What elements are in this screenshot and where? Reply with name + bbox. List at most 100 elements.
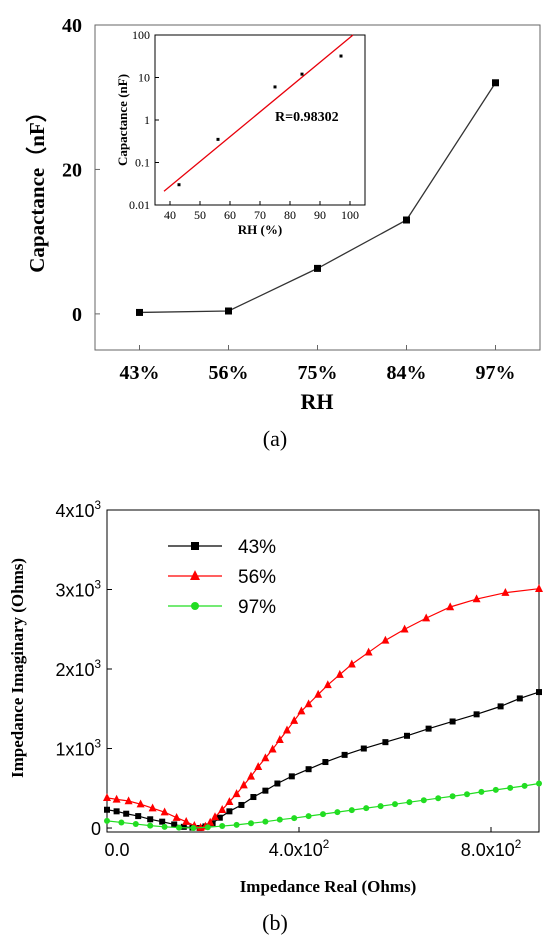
chart-a-point — [136, 308, 143, 316]
chart-b-point — [225, 797, 234, 806]
chart-b-point — [536, 780, 542, 787]
chart-b-point — [118, 819, 125, 826]
chart-inset: 0.01 0.1 1 10 100 40 50 60 70 80 90 100 Capactance… — [115, 28, 366, 237]
chart-b-point — [363, 805, 370, 812]
chart-inset-point — [273, 85, 277, 89]
chart-b-point — [104, 806, 110, 813]
chart-b-point — [521, 782, 528, 789]
chart-inset-points — [177, 54, 343, 187]
chart-a-y-tick-label: 0 — [72, 304, 82, 326]
chart-b-point — [124, 796, 133, 805]
chart-b-point — [250, 794, 257, 801]
chart-a-point — [314, 264, 321, 272]
chart-b-x-tick-label: 4.0x102 — [269, 838, 330, 860]
chart-b-point — [322, 759, 329, 766]
chart-inset-x-tick-label: 70 — [254, 208, 266, 222]
chart-b-ylabel: Impedance Imaginary (Ohms) — [8, 558, 27, 778]
panel-label-b: (b) — [262, 910, 288, 935]
chart-b-point — [159, 818, 166, 825]
chart-b-point — [218, 805, 227, 813]
chart-b-point — [347, 659, 356, 668]
chart-b-point — [501, 588, 510, 596]
chart-inset-x-tick-label: 90 — [314, 208, 326, 222]
chart-a-x-ticks: 43% 56% 75% 84% 97% — [120, 345, 516, 384]
chart-b-legend-label: 43% — [238, 537, 276, 558]
chart-b-legend-marker — [191, 602, 199, 610]
chart-inset-plot-frame — [154, 34, 366, 206]
chart-b-point — [334, 809, 341, 816]
chart-b-point — [135, 813, 142, 820]
chart-b-point — [435, 795, 442, 802]
chart-a-ylabel: Capactance（nF） — [25, 101, 49, 273]
chart-b-point — [268, 744, 277, 753]
chart-b-point — [239, 780, 248, 789]
chart-a-y-tick-label: 40 — [62, 15, 82, 37]
chart-b-point — [288, 773, 295, 780]
chart-b-point — [211, 812, 219, 821]
chart-inset-annotation: R=0.98302 — [275, 110, 339, 125]
chart-b-point — [147, 816, 154, 823]
chart-b-point — [190, 825, 197, 832]
chart-b-series-43% — [104, 689, 542, 832]
chart-b-y-tick-label: 3x103 — [55, 578, 101, 600]
chart-b-point — [341, 751, 348, 758]
chart-b-point — [422, 613, 431, 622]
chart-b-legend: 43% 56% 97% — [168, 537, 276, 618]
chart-b-point — [176, 824, 182, 831]
chart-b-point — [305, 766, 312, 773]
chart-b-point — [497, 703, 504, 710]
chart-b-xlabel: Impedance Real (Ohms) — [240, 877, 417, 896]
chart-b-point — [274, 780, 281, 787]
chart-b-point — [516, 695, 523, 702]
chart-inset-point — [300, 72, 304, 76]
chart-b-point — [314, 689, 323, 698]
chart-inset-x-tick-label: 40 — [164, 208, 176, 222]
chart-a-x-tick-label: 43% — [120, 362, 160, 384]
chart-inset-x-tick-label: 100 — [341, 208, 359, 222]
chart-b-series-line — [106, 782, 540, 829]
chart-a-x-tick-label: 97% — [476, 362, 516, 384]
chart-a-x-tick-label: 75% — [298, 362, 338, 384]
chart-b-point — [123, 810, 130, 817]
chart-b-point — [232, 789, 241, 798]
chart-b-y-tick-label: 1x103 — [55, 737, 101, 759]
chart-b-point — [262, 787, 269, 794]
chart-b-point — [464, 791, 470, 798]
chart-b-legend-item: 56% — [168, 567, 276, 588]
chart-b-legend-marker — [191, 542, 199, 550]
chart-b-x-tick-label: 8.0x102 — [461, 838, 522, 860]
chart-inset-y-tick-label: 100 — [132, 28, 150, 42]
chart-b-legend-item: 97% — [168, 597, 276, 618]
chart-b-point — [171, 821, 178, 828]
chart-b-point — [304, 699, 313, 708]
chart-b-point — [247, 771, 255, 780]
chart-b-point — [536, 689, 542, 696]
chart-b-legend-item: 43% — [168, 537, 276, 558]
chart-b-point — [323, 680, 332, 689]
chart-b-y-tick-label: 2x103 — [55, 658, 101, 680]
chart-a-point — [492, 79, 499, 87]
chart-b-point — [276, 816, 283, 823]
chart-b-y-tick-label: 0 — [91, 819, 101, 839]
chart-inset-y-tick-label: 0.01 — [129, 198, 150, 212]
chart-b-point — [160, 807, 169, 816]
chart-b-point — [535, 584, 543, 592]
chart-b-point — [182, 816, 191, 825]
chart-b-point — [364, 647, 373, 656]
chart-a-xlabel: RH — [301, 389, 334, 414]
chart-b-point — [446, 602, 455, 611]
chart-a-point — [403, 216, 410, 224]
chart-b-point — [472, 594, 481, 603]
chart-inset-y-ticks: 0.01 0.1 1 10 100 — [129, 28, 159, 212]
chart-b-point — [335, 669, 344, 678]
chart-b-point — [449, 718, 456, 725]
chart-inset-x-ticks: 40 50 60 70 80 90 100 — [164, 201, 359, 222]
chart-b-point — [226, 808, 233, 815]
chart-b-y-tick-label: 4x103 — [55, 499, 101, 521]
chart-b-point — [248, 820, 254, 827]
chart-b-point — [400, 624, 409, 633]
chart-inset-point — [216, 137, 220, 141]
chart-b-point — [233, 821, 240, 828]
